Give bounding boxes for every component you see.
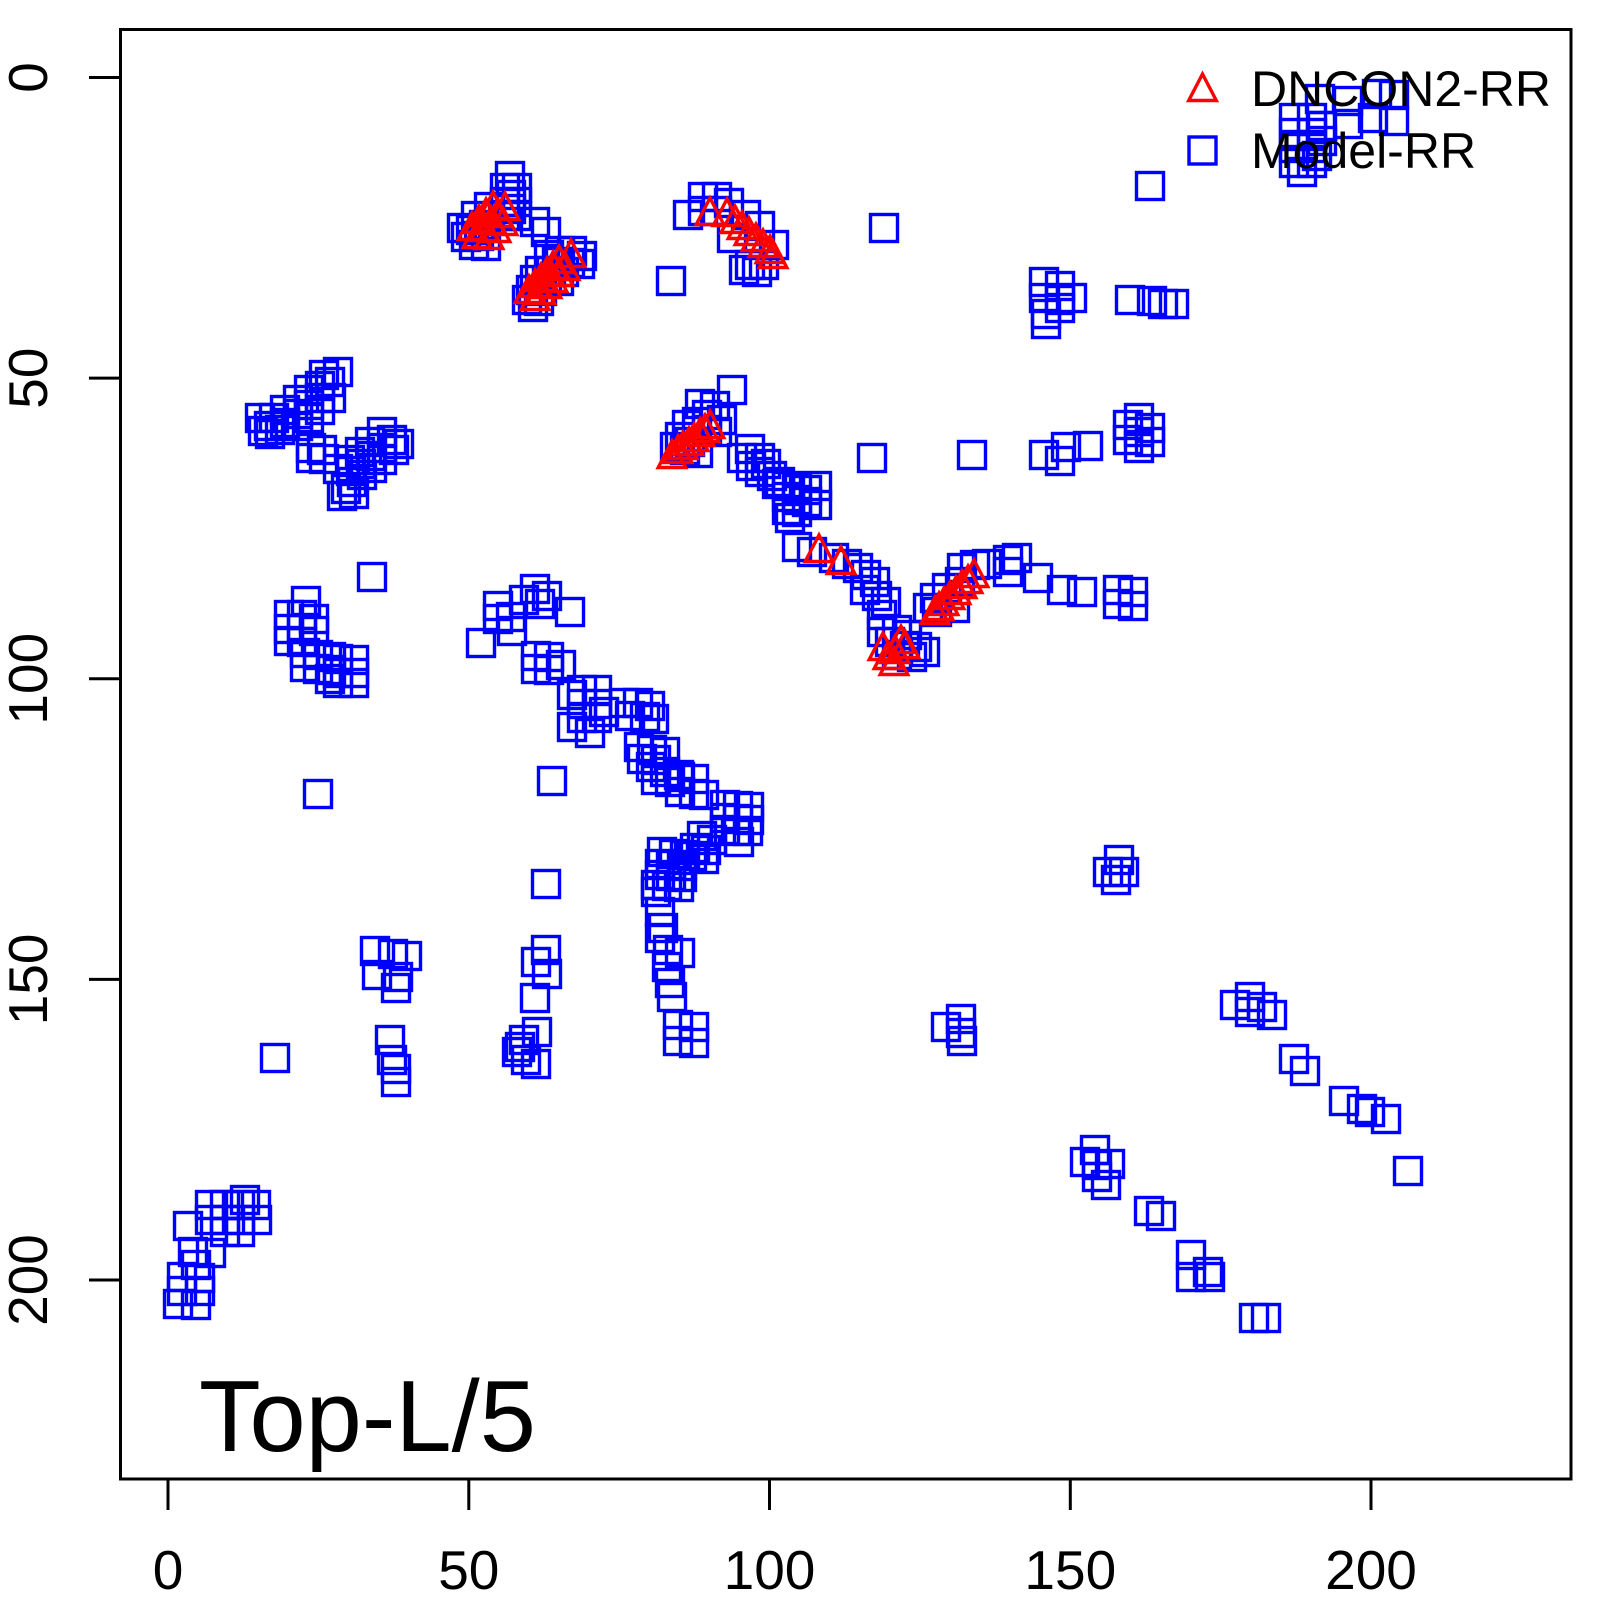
svg-text:DNCON2-RR: DNCON2-RR — [1251, 61, 1551, 117]
svg-text:100: 100 — [724, 1539, 816, 1600]
svg-text:0: 0 — [0, 62, 59, 93]
svg-text:150: 150 — [0, 934, 59, 1026]
svg-text:150: 150 — [1024, 1539, 1116, 1600]
svg-text:Top-L/5: Top-L/5 — [199, 1361, 536, 1473]
svg-text:Model-RR: Model-RR — [1251, 123, 1476, 179]
svg-text:50: 50 — [0, 348, 59, 409]
svg-text:200: 200 — [0, 1234, 59, 1326]
svg-text:50: 50 — [438, 1539, 499, 1600]
svg-text:100: 100 — [0, 633, 59, 725]
svg-text:0: 0 — [153, 1539, 184, 1600]
svg-text:200: 200 — [1325, 1539, 1417, 1600]
